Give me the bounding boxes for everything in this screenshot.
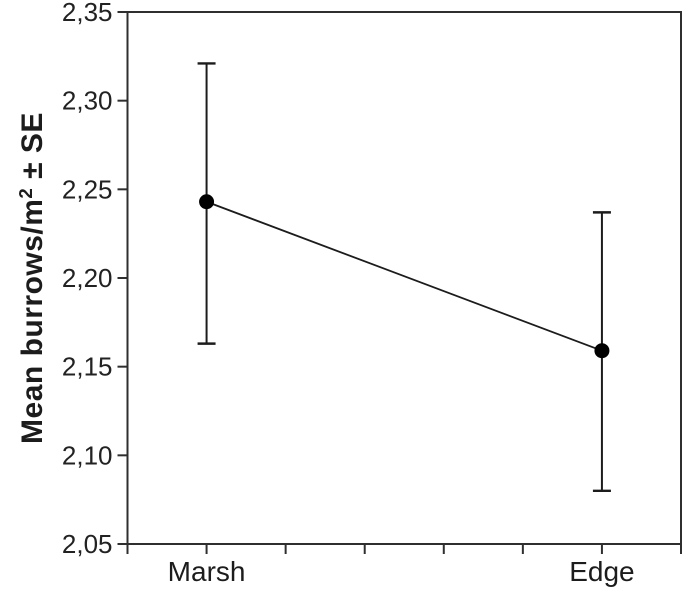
y-axis-title-superscript: 2 [14,187,36,199]
data-point-marker [594,343,610,359]
y-tick-label: 2,35 [62,0,113,27]
plot-frame [126,11,682,545]
y-tick-label: 2,05 [62,529,113,559]
x-category-label: Edge [569,556,634,587]
y-tick-label: 2,20 [62,263,113,293]
x-category-label: Marsh [168,556,246,587]
series-line [206,200,603,352]
y-axis-title-text: Mean burrows/m [16,198,49,444]
y-tick-label: 2,10 [62,440,113,470]
y-tick-label: 2,25 [62,174,113,204]
y-tick-label: 2,30 [62,86,113,116]
y-axis-title-suffix: ± SE [16,112,49,188]
y-tick-label: 2,15 [62,352,113,382]
y-axis-title: Mean burrows/m2 ± SE [14,112,50,444]
data-point-marker [199,194,215,210]
